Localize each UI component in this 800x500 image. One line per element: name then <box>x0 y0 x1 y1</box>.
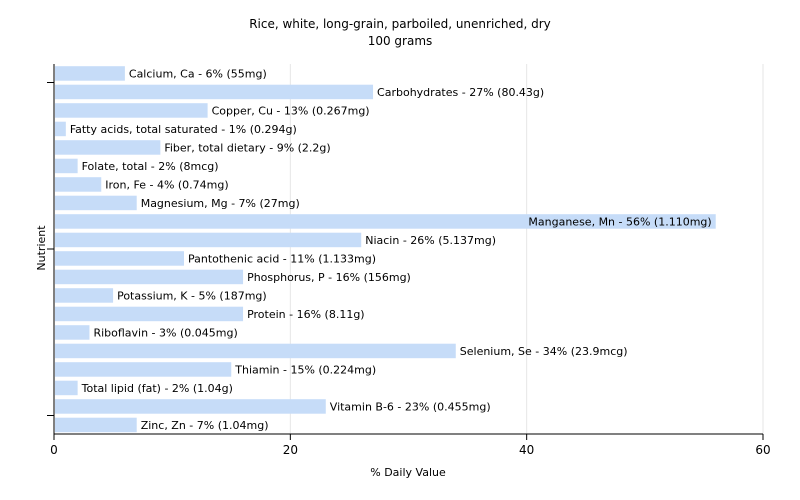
bar-label: Potassium, K - 5% (187mg) <box>117 289 267 302</box>
x-tick-label: 0 <box>50 443 58 457</box>
bar-label: Fiber, total dietary - 9% (2.2g) <box>164 141 330 154</box>
bar <box>55 417 137 433</box>
bar <box>55 399 326 414</box>
bar <box>55 66 125 81</box>
bar <box>55 232 362 248</box>
x-tick-label: 40 <box>519 443 534 457</box>
bar <box>55 325 90 340</box>
bar-label: Folate, total - 2% (8mcg) <box>82 160 219 173</box>
bar-label: Thiamin - 15% (0.224mg) <box>234 363 376 376</box>
bar <box>55 269 244 285</box>
chart-title: Rice, white, long-grain, parboiled, unen… <box>249 17 551 31</box>
x-tick-label: 60 <box>755 443 770 457</box>
bar-label: Protein - 16% (8.11g) <box>247 308 365 321</box>
bar-label: Zinc, Zn - 7% (1.04mg) <box>141 419 269 432</box>
y-axis-title: Nutrient <box>35 225 48 271</box>
bar <box>55 214 716 229</box>
x-ticks: 0 20 40 60 <box>50 434 771 457</box>
bar-label: Selenium, Se - 34% (23.9mcg) <box>460 345 628 358</box>
axes <box>47 64 763 435</box>
chart-subtitle: 100 grams <box>368 34 433 48</box>
bar <box>55 380 78 396</box>
bar-label: Carbohydrates - 27% (80.43g) <box>377 86 544 99</box>
bar-label: Manganese, Mn - 56% (1.110mg) <box>528 215 711 228</box>
bar-label: Calcium, Ca - 6% (55mg) <box>129 67 267 80</box>
bar <box>55 158 78 174</box>
bar <box>55 343 456 359</box>
bar <box>55 195 137 211</box>
bar-label: Fatty acids, total saturated - 1% (0.294… <box>70 123 297 136</box>
bar-label: Pantothenic acid - 11% (1.133mg) <box>188 252 376 265</box>
bar-label: Total lipid (fat) - 2% (1.04g) <box>81 382 233 395</box>
bar-label: Iron, Fe - 4% (0.74mg) <box>105 178 228 191</box>
bar <box>55 84 374 100</box>
bar-label: Niacin - 26% (5.137mg) <box>365 234 496 247</box>
bars: Calcium, Ca - 6% (55mg) Carbohydrates - 2… <box>55 66 716 433</box>
bar <box>55 288 114 303</box>
bar-label: Riboflavin - 3% (0.045mg) <box>93 326 237 339</box>
bar <box>55 251 184 266</box>
bar <box>55 306 244 322</box>
bar <box>55 177 102 192</box>
bar-label: Copper, Cu - 13% (0.267mg) <box>212 104 370 117</box>
x-tick-label: 20 <box>283 443 298 457</box>
gridlines <box>289 64 764 434</box>
bar <box>55 103 208 118</box>
bar <box>55 121 66 137</box>
bar-label: Vitamin B-6 - 23% (0.455mg) <box>330 400 491 413</box>
x-axis-title: % Daily Value <box>370 466 446 479</box>
bar-label: Phosphorus, P - 16% (156mg) <box>247 271 411 284</box>
bar <box>55 140 161 155</box>
bar-label: Magnesium, Mg - 7% (27mg) <box>141 197 300 210</box>
bar <box>55 362 232 377</box>
